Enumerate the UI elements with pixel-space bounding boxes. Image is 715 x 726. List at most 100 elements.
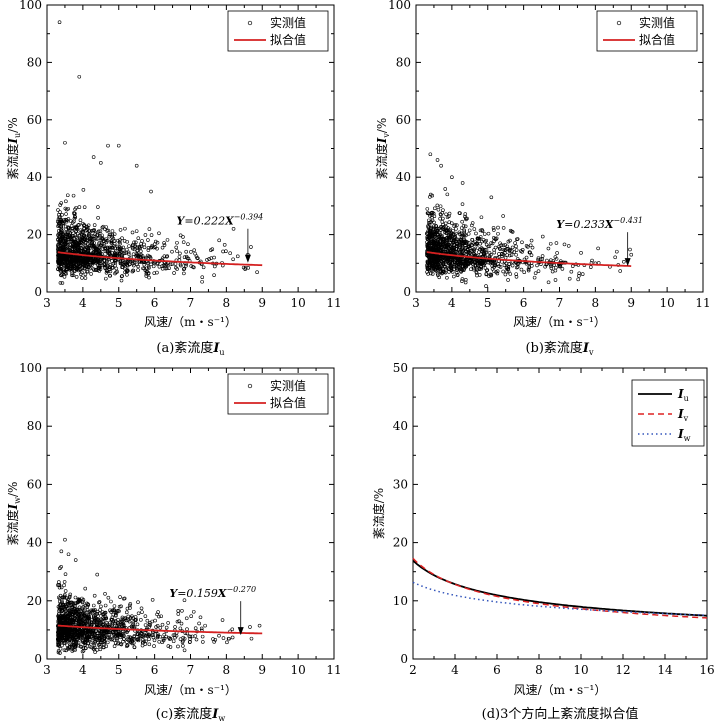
y-tick-label: 30 (393, 477, 408, 491)
x-tick-label: 5 (115, 296, 123, 310)
scatter-point (100, 236, 104, 241)
scatter-point (93, 637, 97, 642)
scatter-point (181, 240, 186, 244)
scatter-point (68, 219, 73, 223)
text-span: 紊流度 (5, 144, 20, 180)
text-span: I (677, 407, 684, 421)
scatter-point (165, 262, 169, 267)
x-tick-label: 10 (659, 296, 674, 310)
legend-marker-measured (247, 383, 253, 389)
scatter-point (231, 227, 236, 231)
legend-label-fitted: 拟合值 (270, 395, 306, 410)
x-tick-label: 5 (484, 296, 492, 310)
scatter-point (431, 231, 436, 236)
scatter-point (69, 223, 74, 228)
scatter-point (65, 257, 69, 261)
text-span: I (677, 387, 684, 401)
scatter-point (430, 272, 435, 276)
scatter-point (458, 211, 462, 216)
scatter-point (191, 609, 196, 614)
scatter-point (109, 599, 113, 604)
y-tick-label: 40 (27, 536, 42, 550)
scatter-point (457, 240, 462, 245)
scatter-point (540, 234, 545, 239)
scatter-point (114, 266, 119, 271)
scatter-point (90, 263, 94, 267)
scatter-point (437, 247, 441, 251)
scatter-point (506, 265, 511, 270)
scatter-point (69, 632, 73, 637)
scatter-point (56, 650, 61, 655)
scatter-point (178, 626, 183, 631)
scatter-point (59, 201, 64, 205)
fit-line (57, 624, 263, 635)
scatter-point (193, 251, 197, 256)
scatter-point (64, 219, 69, 224)
scatter-point (438, 241, 443, 246)
scatter-point (115, 269, 119, 274)
scatter-point (86, 247, 91, 251)
scatter-point (118, 630, 122, 635)
scatter-point (74, 229, 79, 233)
scatter-point (115, 244, 120, 249)
annotation-arrowhead (624, 258, 631, 267)
scatter-point (65, 267, 69, 272)
scatter-point (69, 254, 74, 259)
scatter-point (113, 263, 117, 268)
scatter-point (144, 272, 149, 276)
scatter-point (83, 642, 87, 647)
scatter-point (144, 270, 149, 274)
scatter-point (73, 629, 77, 634)
scatter-point (434, 236, 439, 240)
scatter-point (186, 242, 190, 246)
scatter-point (147, 275, 151, 280)
scatter-point (173, 625, 177, 629)
scatter-point (110, 265, 115, 270)
scatter-point (471, 241, 475, 246)
scatter-point (486, 244, 491, 249)
scatter-point (61, 617, 66, 621)
scatter-point (105, 238, 110, 243)
x-tick-label: 3 (43, 296, 51, 310)
scatter-point (119, 642, 124, 647)
y-tick-label: 40 (396, 170, 411, 184)
scatter-point (67, 629, 71, 633)
scatter-point (56, 258, 61, 263)
scatter-point (540, 257, 545, 261)
scatter-point (60, 634, 64, 638)
scatter-point (62, 602, 67, 607)
scatter-point (513, 241, 517, 245)
scatter-point (519, 267, 524, 272)
scatter-point (437, 265, 441, 269)
scatter-point (61, 611, 66, 616)
scatter-point (512, 250, 516, 255)
scatter-point (554, 241, 559, 245)
scatter-point (510, 245, 515, 250)
scatter-point (62, 633, 66, 637)
scatter-point (491, 236, 496, 240)
scatter-point (125, 239, 129, 244)
scatter-point (68, 231, 72, 235)
scatter-point (497, 246, 502, 251)
scatter-point (432, 206, 437, 211)
scatter-point (185, 627, 189, 632)
scatter-point (160, 622, 165, 627)
scatter-point (121, 621, 126, 626)
scatter-point (484, 284, 488, 288)
scatter-point (209, 256, 214, 260)
scatter-point (615, 249, 619, 254)
subscript: /% (375, 118, 389, 133)
scatter-point (182, 598, 187, 603)
scatter-point (560, 267, 565, 271)
x-tick-label: 5 (115, 663, 123, 677)
text-span: I (212, 341, 220, 356)
scatter-point (86, 248, 91, 253)
x-tick-label: 2 (409, 663, 417, 677)
scatter-point (70, 228, 74, 233)
scatter-point (70, 265, 75, 269)
scatter-point (449, 221, 454, 225)
scatter-point (103, 610, 108, 615)
scatter-point (445, 275, 449, 280)
scatter-point (72, 609, 76, 614)
